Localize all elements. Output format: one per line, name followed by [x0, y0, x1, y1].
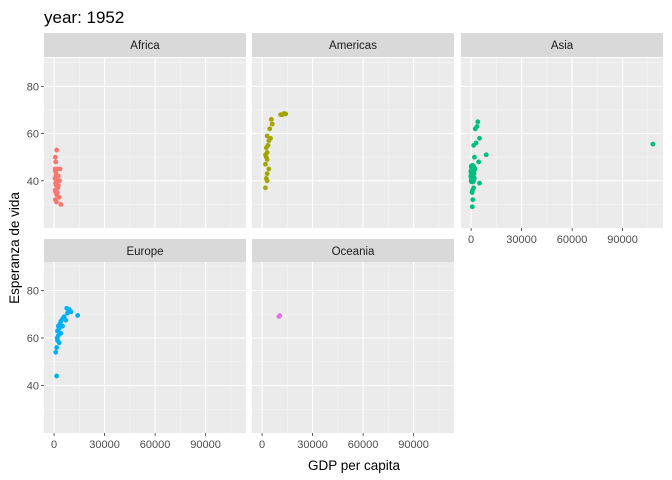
data-point	[278, 112, 284, 118]
x-tick-label: 0	[468, 234, 474, 246]
data-point	[58, 201, 64, 207]
data-point	[52, 154, 58, 160]
panel-background	[44, 262, 246, 433]
data-point	[469, 190, 475, 195]
data-point	[263, 161, 268, 167]
data-point	[57, 166, 63, 172]
x-tick-label: 60000	[140, 439, 171, 451]
y-tick-label: 60	[27, 129, 39, 141]
chart-title: year: 1952	[44, 8, 124, 27]
data-point	[263, 185, 268, 191]
panel-background	[252, 262, 454, 433]
y-tick-label: 60	[27, 333, 39, 345]
data-point	[60, 323, 65, 329]
facet-strip-label: Asia	[551, 40, 574, 52]
facet-asia: Asia 0 30000 60000 90000	[461, 33, 663, 246]
x-tick-label: 90000	[398, 439, 429, 451]
data-point	[266, 138, 272, 144]
y-tick-label: 40	[27, 176, 39, 188]
facet-strip-label: Americas	[329, 40, 377, 52]
x-tick-label: 90000	[607, 234, 638, 246]
facet-oceania: Oceania 0 30000 60000 90000	[252, 239, 454, 451]
data-point	[283, 111, 289, 117]
x-tick-label: 30000	[89, 439, 120, 451]
y-tick-label: 80	[27, 81, 39, 93]
data-point	[266, 166, 272, 172]
data-point	[469, 204, 475, 210]
facet-africa: Africa 40 60 80	[27, 33, 246, 228]
data-point	[483, 152, 489, 158]
data-point	[75, 313, 81, 318]
panel-background	[461, 58, 663, 228]
data-point	[477, 180, 482, 186]
data-point	[53, 173, 59, 179]
data-point	[472, 154, 477, 160]
x-tick-label: 60000	[348, 439, 379, 451]
facet-strip-asia	[461, 33, 663, 57]
data-point	[52, 166, 58, 172]
y-tick-label: 40	[27, 381, 39, 393]
x-tick-label: 0	[259, 439, 265, 451]
data-point	[263, 145, 269, 151]
facet-europe: Europe 40 60 80 0 30000 60000 90000	[27, 239, 246, 451]
data-point	[267, 126, 273, 132]
y-tick-label: 80	[27, 286, 39, 298]
x-tick-label: 30000	[297, 439, 328, 451]
facet-strip-americas	[252, 33, 454, 57]
x-tick-label: 30000	[506, 234, 537, 246]
facet-strip-oceania	[252, 239, 454, 263]
x-axis-title: GDP per capita	[308, 458, 401, 473]
data-point	[471, 142, 477, 148]
facet-strip-label: Africa	[130, 40, 160, 52]
data-point	[54, 190, 60, 195]
data-point	[268, 116, 274, 122]
data-point	[54, 147, 60, 153]
data-point	[54, 373, 60, 379]
x-tick-label: 90000	[190, 439, 221, 451]
facet-strip-europe	[44, 239, 246, 263]
data-point	[54, 199, 59, 205]
x-tick-label: 0	[51, 439, 57, 451]
data-point	[264, 178, 270, 184]
data-point	[53, 349, 59, 355]
data-point	[53, 159, 59, 165]
data-point	[55, 328, 60, 334]
facet-strip-label: Europe	[126, 246, 163, 258]
data-point	[650, 141, 656, 147]
facet-americas: Americas	[252, 33, 454, 228]
x-tick-label: 60000	[557, 234, 588, 246]
data-point	[264, 171, 270, 177]
data-point	[56, 340, 62, 346]
panel-background	[252, 58, 454, 228]
data-point	[264, 133, 270, 139]
data-point	[472, 126, 478, 132]
data-point	[277, 313, 283, 319]
data-point	[475, 119, 481, 125]
data-point	[63, 317, 69, 323]
facet-strip-label: Oceania	[332, 246, 375, 258]
facet-strip-africa	[44, 33, 246, 57]
data-point	[264, 157, 270, 162]
data-point	[269, 121, 275, 127]
data-point	[470, 197, 476, 203]
facet-panels: Africa 40 60 80 Americas Asia 0 30000 60000 90000…	[27, 33, 663, 451]
data-point	[57, 178, 62, 184]
data-point	[476, 159, 482, 165]
data-point	[54, 345, 60, 350]
data-point	[468, 177, 476, 185]
data-point	[477, 135, 482, 141]
y-axis-title: Esperanza de vida	[7, 192, 22, 304]
data-point	[65, 310, 70, 316]
data-point	[56, 194, 62, 200]
panel-background	[44, 58, 246, 228]
data-point	[55, 183, 61, 188]
